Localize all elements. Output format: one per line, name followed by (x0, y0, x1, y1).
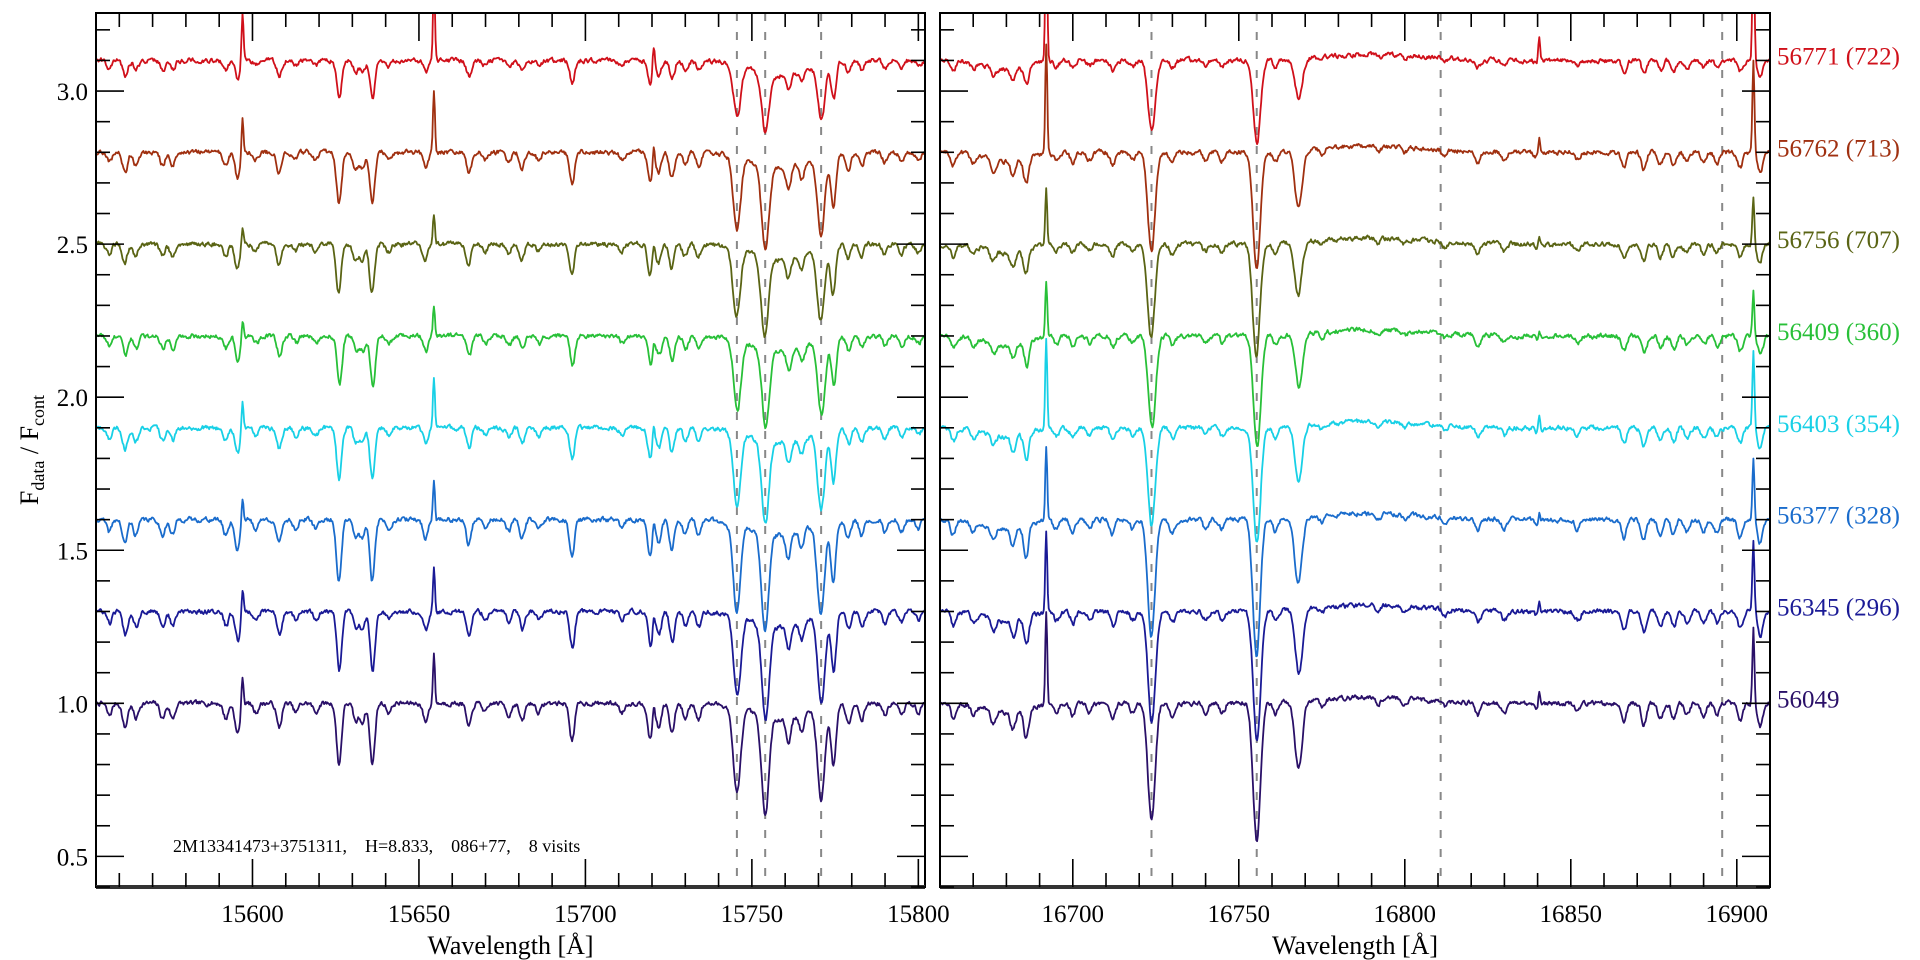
x-tick-label: 16750 (1208, 901, 1271, 928)
spectrum-line-56771 (96, 13, 925, 134)
svg-text:Fdata / Fcont: Fdata / Fcont (15, 395, 48, 505)
legend-label-56377: 56377 (328) (1777, 503, 1900, 530)
y-axis-title-sub1: data (28, 461, 48, 491)
spectrum-line-56377 (96, 479, 925, 633)
x-tick-label: 16850 (1540, 901, 1603, 928)
x-tick-label: 15650 (388, 901, 451, 928)
y-axis-title-sub2: cont (28, 395, 48, 426)
spectrum-line-56771 (940, 13, 1770, 145)
spectrum-line-56762 (96, 90, 925, 251)
spectrum-line-56409 (940, 280, 1770, 447)
y-tick-label: 2.0 (57, 385, 88, 412)
x-tick-label: 15750 (721, 901, 784, 928)
x-tick-label: 16800 (1374, 901, 1437, 928)
x-axis-title: Wavelength [Å] (1272, 931, 1438, 960)
x-tick-label: 15600 (221, 901, 284, 928)
y-axis-title-sep: / F (15, 426, 44, 461)
legend-label-56049: 56049 (1777, 686, 1840, 713)
y-tick-label: 0.5 (57, 844, 88, 871)
spectra-group (96, 13, 925, 816)
legend-label-56409: 56409 (360) (1777, 319, 1900, 346)
x-tick-label: 15700 (554, 901, 617, 928)
legend-label-56756: 56756 (707) (1777, 227, 1900, 254)
spectrum-line-56345 (96, 566, 925, 722)
y-tick-label: 1.0 (57, 691, 88, 718)
panel-frame (95, 12, 926, 888)
spectrum-line-56049 (96, 652, 925, 816)
x-tick-label: 15800 (887, 901, 950, 928)
spectrum-line-56762 (940, 43, 1770, 269)
legend-label-56403: 56403 (354) (1777, 411, 1900, 438)
legend-label-56771: 56771 (722) (1777, 44, 1900, 71)
legend-label-56762: 56762 (713) (1777, 135, 1900, 162)
left-panel: 15600 15650 15700 15750 15800 Wavelength [Å] 0… (57, 12, 950, 960)
y-tick-label: 3.0 (57, 79, 88, 106)
right-panel: 16700 16750 16800 16850 16900 Wavelength [Å] (939, 12, 1771, 960)
spectrum-line-56409 (96, 305, 925, 430)
y-axis-title: Fdata / Fcont (15, 395, 48, 505)
spectra-group (940, 13, 1770, 843)
y-tick-label: 1.5 (57, 538, 88, 565)
spectrum-line-56377 (940, 446, 1770, 658)
spectrum-line-56403 (96, 377, 925, 524)
legend-label-56345: 56345 (296) (1777, 595, 1900, 622)
x-tick-label: 16900 (1706, 901, 1769, 928)
star-annotation: 2M13341473+3751311, H=8.833, 086+77, 8 v… (173, 836, 580, 856)
spectrum-line-56403 (940, 337, 1770, 543)
x-tick-label: 16700 (1042, 901, 1105, 928)
y-tick-label: 2.5 (57, 232, 88, 259)
panel-frame (939, 12, 1771, 888)
spectrum-line-56049 (940, 611, 1770, 843)
x-axis-title: Wavelength [Å] (427, 931, 593, 960)
legend: 56049 56345 (296) 56377 (328) 56403 (354) 56… (1777, 44, 1900, 714)
y-axis-title-main: F (15, 491, 44, 505)
spectrum-line-56345 (940, 530, 1770, 742)
spectrum-line-56756 (940, 187, 1770, 358)
spectrum-line-56756 (96, 214, 925, 338)
